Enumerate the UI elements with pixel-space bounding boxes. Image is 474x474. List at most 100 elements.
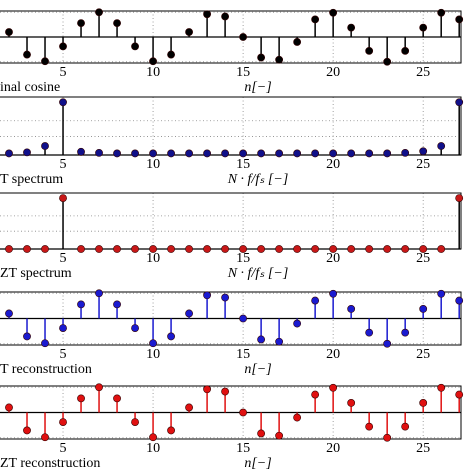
stem-marker	[203, 245, 211, 253]
stem-marker	[401, 328, 410, 337]
stem-marker	[59, 194, 67, 202]
axes-frame	[0, 96, 462, 156]
stem-marker	[185, 149, 193, 158]
stem-marker	[221, 12, 229, 21]
stem-marker	[5, 149, 13, 158]
stem-marker	[239, 245, 248, 253]
stem-marker	[311, 149, 320, 158]
stem-marker	[383, 57, 392, 66]
stem-marker	[5, 245, 13, 253]
stem-marker	[437, 142, 446, 150]
stem-marker	[329, 289, 338, 298]
stem-marker	[95, 245, 103, 253]
x-tick-label: 15	[236, 441, 250, 456]
stem-marker	[113, 19, 121, 28]
stem-marker	[41, 339, 49, 348]
x-tick-label: 10	[146, 157, 160, 172]
stem-marker	[5, 403, 13, 412]
panel-label: ZT spectrum	[0, 266, 72, 281]
stem-marker	[455, 194, 464, 202]
stem-marker	[149, 433, 157, 442]
stem-marker	[239, 408, 248, 417]
stem-marker	[293, 149, 302, 158]
stem-marker	[347, 23, 356, 32]
stem-marker	[329, 8, 338, 17]
stem-marker	[113, 245, 121, 253]
panel-label: T reconstruction	[0, 362, 92, 377]
stem-marker	[41, 142, 49, 150]
x-tick-label: 15	[236, 157, 250, 172]
stem-marker	[167, 50, 175, 59]
stem-marker	[239, 149, 248, 158]
stem-marker	[383, 149, 392, 158]
stem-marker	[113, 300, 121, 309]
x-tick-label: 5	[60, 441, 67, 456]
x-tick-label: 10	[146, 251, 160, 266]
stem-marker	[203, 10, 211, 19]
stem-marker	[185, 403, 193, 412]
stem-marker	[131, 324, 139, 332]
stem-marker	[257, 429, 266, 438]
stem-marker	[23, 332, 31, 341]
x-tick-label: 20	[326, 65, 340, 80]
stem-marker	[347, 305, 356, 313]
stem-marker	[95, 8, 103, 17]
stem-marker	[383, 433, 392, 442]
stem-marker	[419, 245, 428, 253]
stem-marker	[311, 390, 320, 399]
x-tick-label: 25	[416, 157, 430, 172]
stem-marker	[293, 245, 302, 253]
stem-marker	[149, 149, 157, 158]
stem-marker	[149, 245, 157, 253]
stem-marker	[239, 314, 248, 323]
stem-marker	[95, 148, 103, 157]
stem-marker	[167, 245, 175, 253]
stem-marker	[419, 23, 428, 32]
stem-marker	[149, 339, 157, 348]
stem-marker	[77, 300, 85, 309]
stem-marker	[347, 245, 356, 253]
x-tick-label: 25	[416, 347, 430, 362]
x-tick-label: 15	[236, 251, 250, 266]
stem-marker	[365, 328, 374, 337]
stem-marker	[167, 149, 175, 158]
stem-marker	[23, 148, 31, 157]
stem-marker	[419, 399, 428, 407]
stem-marker	[131, 149, 139, 158]
stem-marker	[257, 53, 266, 62]
stem-marker	[401, 245, 410, 253]
stem-marker	[383, 339, 392, 348]
stem-marker	[401, 422, 410, 431]
x-tick-label: 15	[236, 65, 250, 80]
x-tick-label: 20	[326, 441, 340, 456]
stem-marker	[221, 387, 229, 396]
stem-marker	[23, 426, 31, 435]
stem-marker	[275, 55, 284, 64]
stem-marker	[365, 422, 374, 431]
stem-marker	[203, 149, 211, 158]
stem-marker	[311, 15, 320, 24]
stem-marker	[77, 19, 85, 28]
stem-marker	[77, 147, 85, 156]
stem-marker	[347, 399, 356, 407]
stem-marker	[203, 385, 211, 394]
panel-label: T spectrum	[0, 172, 63, 187]
x-tick-label: 20	[326, 251, 340, 266]
stem-marker	[113, 149, 121, 158]
x-tick-label: 10	[146, 347, 160, 362]
stem-marker	[185, 28, 193, 36]
axes-frame	[0, 291, 462, 346]
stem-marker	[293, 38, 302, 46]
stem-marker	[41, 433, 49, 442]
x-tick-label: 25	[416, 441, 430, 456]
x-tick-label: 5	[60, 157, 67, 172]
stem-marker	[311, 245, 320, 253]
x-tick-label: 20	[326, 347, 340, 362]
stem-marker	[365, 46, 374, 55]
stem-marker	[5, 309, 13, 318]
stem-marker	[401, 46, 410, 55]
stem-marker	[131, 245, 139, 253]
stem-marker	[23, 245, 31, 253]
stem-marker	[275, 337, 284, 346]
